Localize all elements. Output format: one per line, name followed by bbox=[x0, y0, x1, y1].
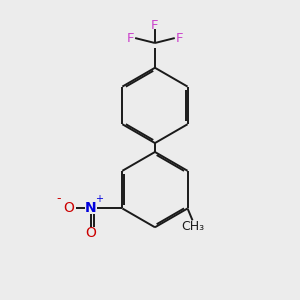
Text: -: - bbox=[57, 192, 61, 205]
Text: O: O bbox=[63, 202, 74, 215]
Text: O: O bbox=[85, 226, 96, 240]
Text: CH₃: CH₃ bbox=[181, 220, 204, 233]
Text: +: + bbox=[94, 194, 103, 203]
Text: F: F bbox=[176, 32, 184, 44]
Text: F: F bbox=[126, 32, 134, 44]
Text: F: F bbox=[151, 19, 159, 32]
Text: N: N bbox=[85, 202, 97, 215]
